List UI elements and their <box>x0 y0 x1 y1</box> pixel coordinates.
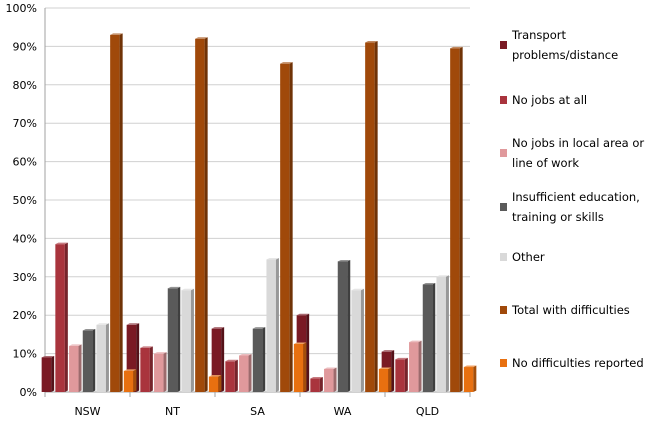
bar <box>450 46 463 392</box>
x-axis-ticks: NSW NT SA WA QLD <box>44 392 471 418</box>
legend-swatch <box>500 306 507 314</box>
legend-item: No jobs in local area or line of work <box>500 136 644 170</box>
legend-label: No jobs at all <box>512 93 587 107</box>
legend-swatch <box>500 203 507 211</box>
y-tick-label: 30% <box>13 271 37 284</box>
bar <box>422 282 436 392</box>
bar <box>126 323 140 392</box>
x-tick-label: NT <box>165 405 180 418</box>
x-tick-label: WA <box>334 405 352 418</box>
bar <box>280 62 293 393</box>
bar <box>436 275 449 392</box>
legend-label: Insufficient education, training or skill… <box>512 190 640 224</box>
bars <box>41 33 477 393</box>
bar <box>365 41 378 393</box>
bar <box>140 346 153 392</box>
legend-label: Transport problems/distance <box>511 28 618 62</box>
legend-label: Other <box>512 250 545 264</box>
x-tick-label: SA <box>250 405 265 418</box>
bar <box>82 329 96 392</box>
bar <box>310 377 323 392</box>
y-tick-label: 10% <box>13 348 37 361</box>
legend-swatch <box>500 41 507 49</box>
y-tick-label: 60% <box>13 156 37 169</box>
bar <box>211 327 225 392</box>
bar <box>154 352 167 392</box>
bar <box>69 344 82 392</box>
legend-item: Total with difficulties <box>500 303 630 317</box>
bar <box>195 37 208 392</box>
y-tick-label: 50% <box>13 194 37 207</box>
x-tick-label: QLD <box>416 405 439 418</box>
bar <box>96 323 109 392</box>
legend-swatch <box>500 359 507 367</box>
y-tick-label: 90% <box>13 40 37 53</box>
bar <box>167 286 181 392</box>
bar <box>225 359 238 392</box>
y-tick-label: 0% <box>20 386 37 399</box>
y-tick-label: 100% <box>6 2 37 15</box>
y-tick-label: 80% <box>13 79 37 92</box>
bar <box>110 33 123 392</box>
legend: Transport problems/distance No jobs at all… <box>500 28 644 370</box>
legend-item: No difficulties reported <box>500 356 644 370</box>
bar <box>293 342 307 392</box>
bar <box>252 327 266 392</box>
legend-item: Other <box>500 250 545 264</box>
y-tick-label: 20% <box>13 309 37 322</box>
legend-swatch <box>500 149 507 157</box>
legend-item: Insufficient education, training or skill… <box>500 190 640 224</box>
legend-item: Transport problems/distance <box>500 28 618 62</box>
legend-item: No jobs at all <box>500 93 587 107</box>
y-tick-label: 70% <box>13 117 37 130</box>
legend-swatch <box>500 96 507 104</box>
bar <box>395 357 408 392</box>
legend-label: Total with difficulties <box>511 303 630 317</box>
bar <box>463 365 477 392</box>
bar <box>378 367 392 392</box>
bar <box>41 355 55 392</box>
legend-swatch <box>500 253 507 261</box>
legend-label: No jobs in local area or line of work <box>512 136 644 170</box>
x-tick-label: NSW <box>74 405 100 418</box>
bar <box>208 375 222 392</box>
legend-label: No difficulties reported <box>512 356 644 370</box>
bar <box>409 340 422 392</box>
bar <box>337 259 351 392</box>
bar <box>324 367 337 392</box>
bar <box>123 369 137 392</box>
y-axis-ticks: 0% 10% 20% 30% 40% 50% 60% 70% 80% 90% 100% <box>6 2 37 399</box>
bar <box>351 288 364 392</box>
bar <box>55 242 68 392</box>
y-tick-label: 40% <box>13 232 37 245</box>
bar <box>266 258 279 392</box>
bar <box>239 354 252 392</box>
bar <box>181 288 194 392</box>
